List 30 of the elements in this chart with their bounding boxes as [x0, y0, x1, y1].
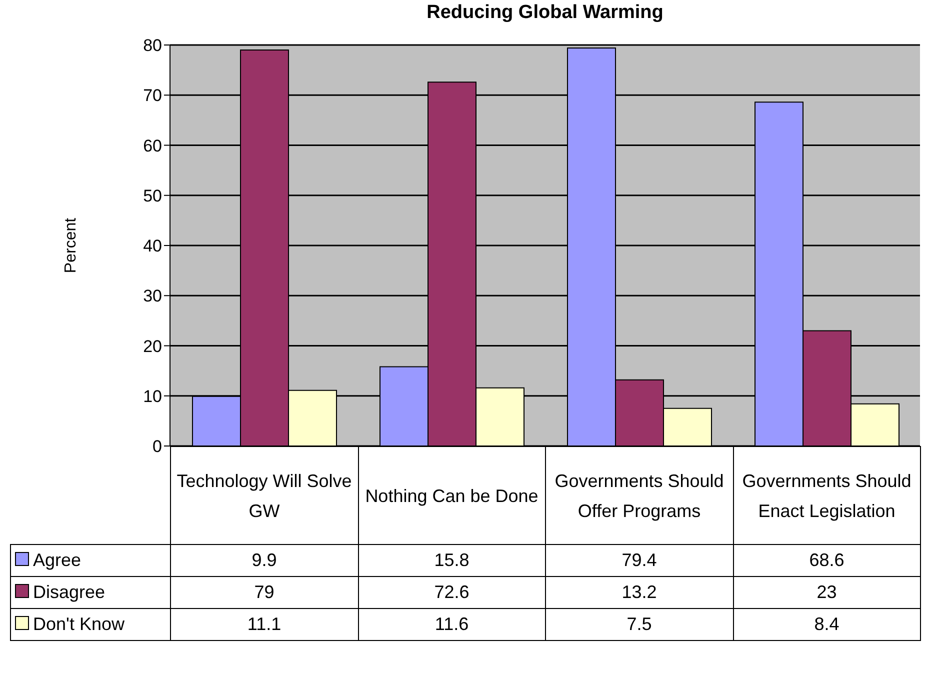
y-tick-label: 40 [143, 236, 162, 256]
y-axis-title: Percent [62, 217, 80, 274]
data-label: 79.4 [546, 544, 733, 576]
legend-label: Agree [10, 544, 170, 576]
x-tick-label: Governments Should Enact Legislation [733, 446, 920, 544]
data-label: 8.4 [733, 608, 920, 640]
x-tick-label: Nothing Can be Done [358, 446, 546, 544]
y-tick-label: 70 [143, 86, 162, 106]
chart-title: Reducing Global Warming [426, 2, 664, 24]
legend-label: Disagree [10, 576, 170, 608]
y-tick-label: 50 [143, 186, 162, 206]
data-label: 13.2 [546, 576, 733, 608]
data-label: 9.9 [170, 544, 358, 576]
y-tick-label: 20 [143, 336, 162, 356]
data-label: 79 [170, 576, 358, 608]
x-tick-label: Governments Should Offer Programs [546, 446, 733, 544]
data-label: 68.6 [733, 544, 920, 576]
data-label: 11.6 [358, 608, 546, 640]
data-label: 11.1 [170, 608, 358, 640]
y-tick-label: 80 [143, 36, 162, 56]
data-label: 15.8 [358, 544, 546, 576]
x-tick-label: Technology Will Solve GW [170, 446, 358, 544]
y-tick-label: 30 [143, 286, 162, 306]
data-label: 23 [733, 576, 920, 608]
data-label: 7.5 [546, 608, 733, 640]
y-tick-label: 60 [143, 136, 162, 156]
data-label: 72.6 [358, 576, 546, 608]
y-tick-label: 0 [152, 437, 162, 456]
legend-label: Don't Know [10, 608, 170, 640]
y-tick-label: 10 [143, 386, 162, 406]
